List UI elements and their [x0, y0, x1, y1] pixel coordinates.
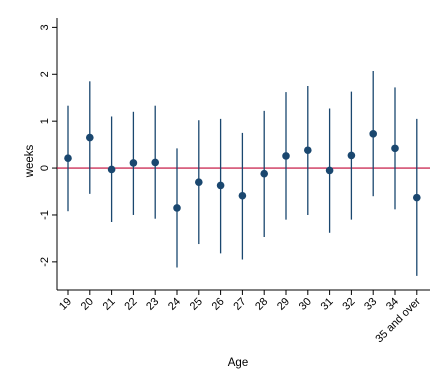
estimate-point — [130, 159, 138, 167]
estimate-point — [304, 146, 312, 154]
y-tick-label: 3 — [39, 24, 51, 30]
estimate-point — [260, 170, 268, 178]
estimate-point — [173, 204, 181, 212]
y-tick-label: -2 — [39, 257, 51, 267]
estimate-point — [369, 130, 377, 138]
estimate-point — [64, 154, 72, 162]
estimate-point — [282, 152, 290, 160]
y-tick-label: -1 — [39, 210, 51, 220]
estimate-point — [108, 166, 116, 174]
y-axis-title: weeks — [24, 144, 36, 178]
estimate-point — [239, 192, 247, 200]
estimate-point — [151, 159, 159, 167]
estimate-point — [391, 145, 399, 153]
y-tick-label: 0 — [39, 165, 51, 171]
estimate-point — [195, 178, 203, 186]
x-axis-title: Age — [228, 357, 248, 369]
estimate-point — [326, 167, 334, 175]
y-tick-label: 2 — [39, 71, 51, 77]
estimate-point — [413, 194, 421, 202]
estimate-point — [217, 182, 225, 190]
estimate-point — [86, 134, 94, 142]
estimate-point — [348, 152, 356, 160]
y-tick-label: 1 — [39, 118, 51, 124]
